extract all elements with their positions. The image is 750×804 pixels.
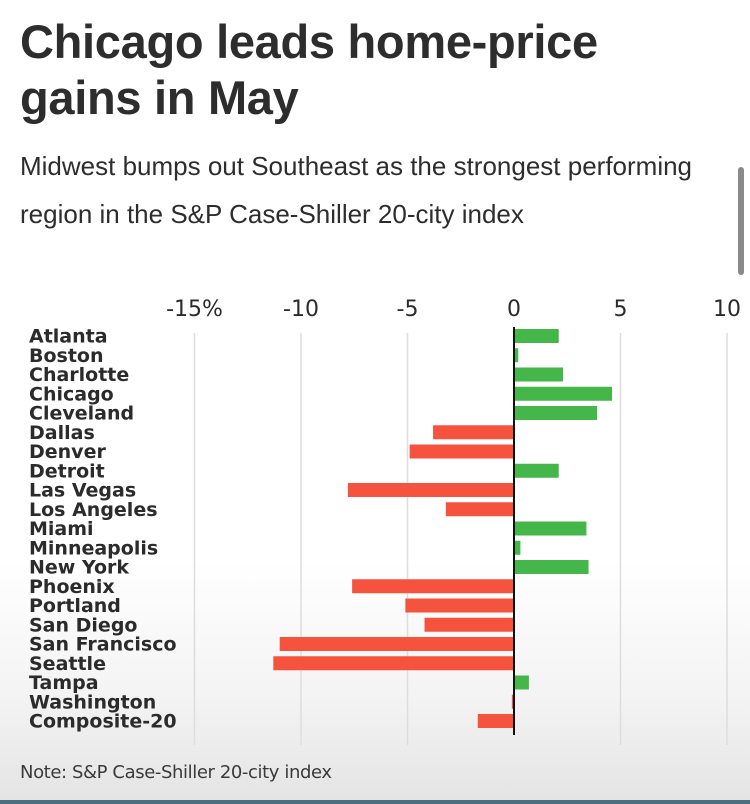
- bar-charlotte: [514, 367, 563, 382]
- bar-washington: [511, 694, 514, 709]
- bar-atlanta: [514, 329, 559, 343]
- category-label: Composite-20: [29, 711, 177, 733]
- category-label: Cleveland: [29, 403, 134, 425]
- bar-tampa: [514, 675, 529, 690]
- category-label: New York: [29, 557, 129, 579]
- bar-denver: [409, 444, 514, 459]
- bar-seattle: [273, 656, 514, 671]
- category-label: Chicago: [29, 383, 114, 405]
- category-label: Seattle: [29, 653, 106, 675]
- bar-minneapolis: [514, 540, 521, 555]
- x-tick-label: -5: [397, 297, 419, 322]
- category-label: Washington: [29, 691, 156, 713]
- category-label: Las Vegas: [29, 480, 136, 502]
- bar-detroit: [514, 463, 559, 478]
- bar-cleveland: [514, 406, 598, 420]
- x-tick-label: -10: [283, 297, 319, 322]
- category-label: Denver: [29, 441, 106, 463]
- category-label: Charlotte: [29, 364, 129, 386]
- x-axis-ticks: -15% -10 -5 0 5 10: [166, 297, 741, 322]
- bar-boston: [514, 348, 519, 363]
- category-label: Minneapolis: [29, 537, 158, 559]
- x-tick-label: 0: [507, 297, 521, 322]
- category-label: Los Angeles: [29, 499, 158, 521]
- chart-subtitle: Midwest bumps out Southeast as the stron…: [20, 151, 693, 229]
- category-label: San Francisco: [29, 634, 177, 656]
- bar-phoenix: [352, 579, 514, 594]
- x-tick-label: 10: [713, 297, 741, 322]
- bar-dallas: [433, 425, 514, 440]
- gridlines: [193, 333, 728, 745]
- bar-san-diego: [424, 617, 514, 632]
- category-label: Tampa: [29, 672, 99, 694]
- category-label: Dallas: [29, 422, 95, 444]
- chart-title: Chicago leads home-price gains in May: [20, 15, 598, 124]
- category-label: Miami: [29, 518, 94, 540]
- bar-san-francisco: [279, 637, 514, 651]
- footnote: Note: S&P Case-Shiller 20-city index: [20, 762, 332, 783]
- bar-composite-20: [477, 714, 514, 728]
- bar-new-york: [514, 560, 589, 574]
- category-label: San Diego: [29, 614, 137, 636]
- bars: [273, 329, 612, 728]
- bar-las-vegas: [347, 483, 514, 497]
- bar-portland: [405, 598, 514, 613]
- category-label: Boston: [29, 345, 104, 367]
- bar-los-angeles: [445, 502, 514, 517]
- category-label: Phoenix: [29, 576, 115, 598]
- category-label: Atlanta: [29, 326, 108, 348]
- category-labels: AtlantaBostonCharlotteChicagoClevelandDa…: [29, 326, 177, 733]
- category-label: Portland: [29, 595, 121, 617]
- bottom-border: [0, 800, 750, 804]
- x-tick-label: 5: [614, 297, 628, 322]
- bar-miami: [514, 521, 587, 536]
- scrollbar[interactable]: [738, 167, 744, 275]
- bar-chicago: [514, 386, 612, 401]
- category-label: Detroit: [29, 460, 105, 482]
- x-tick-label: -15%: [166, 297, 223, 322]
